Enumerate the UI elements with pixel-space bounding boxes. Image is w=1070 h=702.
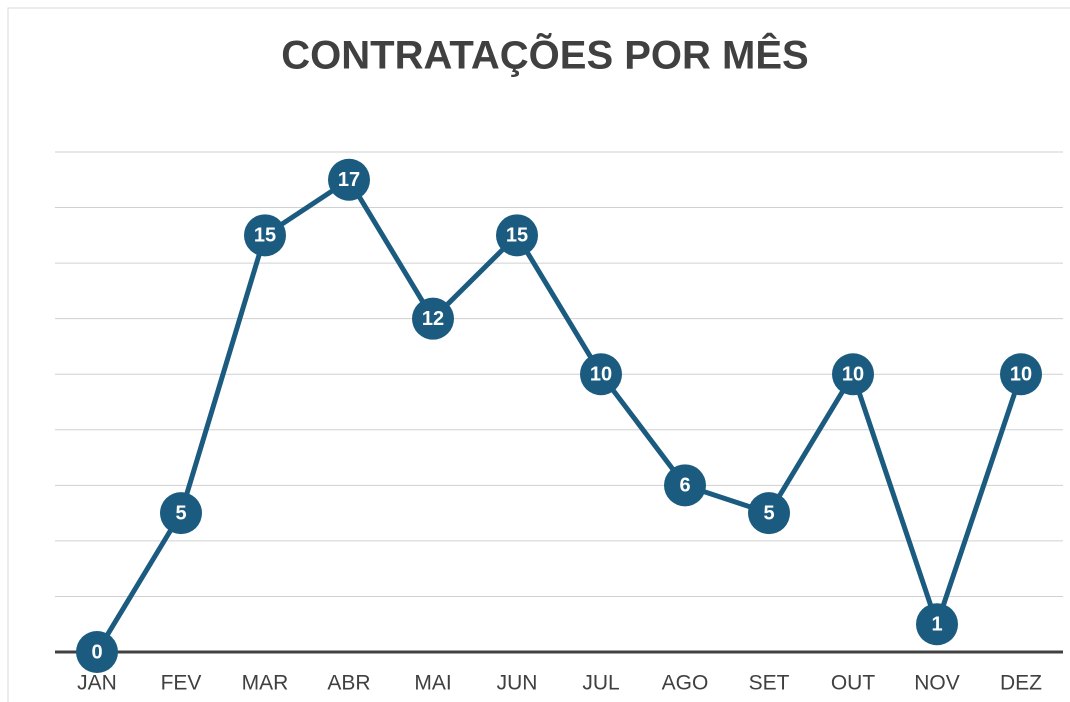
data-label: 17 [338, 169, 360, 191]
data-label: 1 [931, 614, 942, 636]
data-label: 10 [1010, 364, 1032, 386]
x-tick-label: NOV [914, 672, 960, 695]
x-tick-label: ABR [327, 672, 370, 695]
x-tick-label: JUN [497, 672, 538, 695]
data-label: 6 [679, 475, 690, 497]
data-point [1000, 353, 1042, 396]
data-point [832, 353, 874, 396]
data-label: 15 [506, 225, 528, 247]
data-label: 10 [590, 364, 612, 386]
x-tick-label: SET [749, 672, 790, 695]
x-tick-label: JAN [77, 672, 117, 695]
chart-frame [7, 7, 1070, 702]
x-tick-label: FEV [161, 672, 202, 695]
data-line [94, 177, 1024, 654]
data-label: 5 [175, 502, 186, 524]
chart-title: CONTRATAÇÕES POR MÊS [281, 32, 808, 78]
data-point [328, 158, 370, 201]
data-point [244, 214, 286, 257]
data-point [916, 603, 958, 646]
x-tick-label: MAR [242, 672, 289, 695]
data-label: 12 [422, 308, 444, 330]
data-point [664, 464, 706, 507]
x-tick-label: MAI [414, 672, 451, 695]
data-label: 10 [842, 364, 864, 386]
data-point [748, 492, 790, 535]
data-point [412, 297, 454, 340]
data-point [160, 492, 202, 535]
x-tick-label: JUL [582, 672, 619, 695]
data-point [580, 353, 622, 396]
x-tick-label: OUT [831, 672, 876, 695]
data-point [496, 214, 538, 257]
data-label: 15 [254, 225, 276, 247]
x-tick-label: AGO [662, 672, 709, 695]
x-tick-label: DEZ [1000, 672, 1042, 695]
data-label: 0 [91, 641, 102, 663]
data-label: 5 [763, 502, 774, 524]
data-point [76, 631, 118, 673]
